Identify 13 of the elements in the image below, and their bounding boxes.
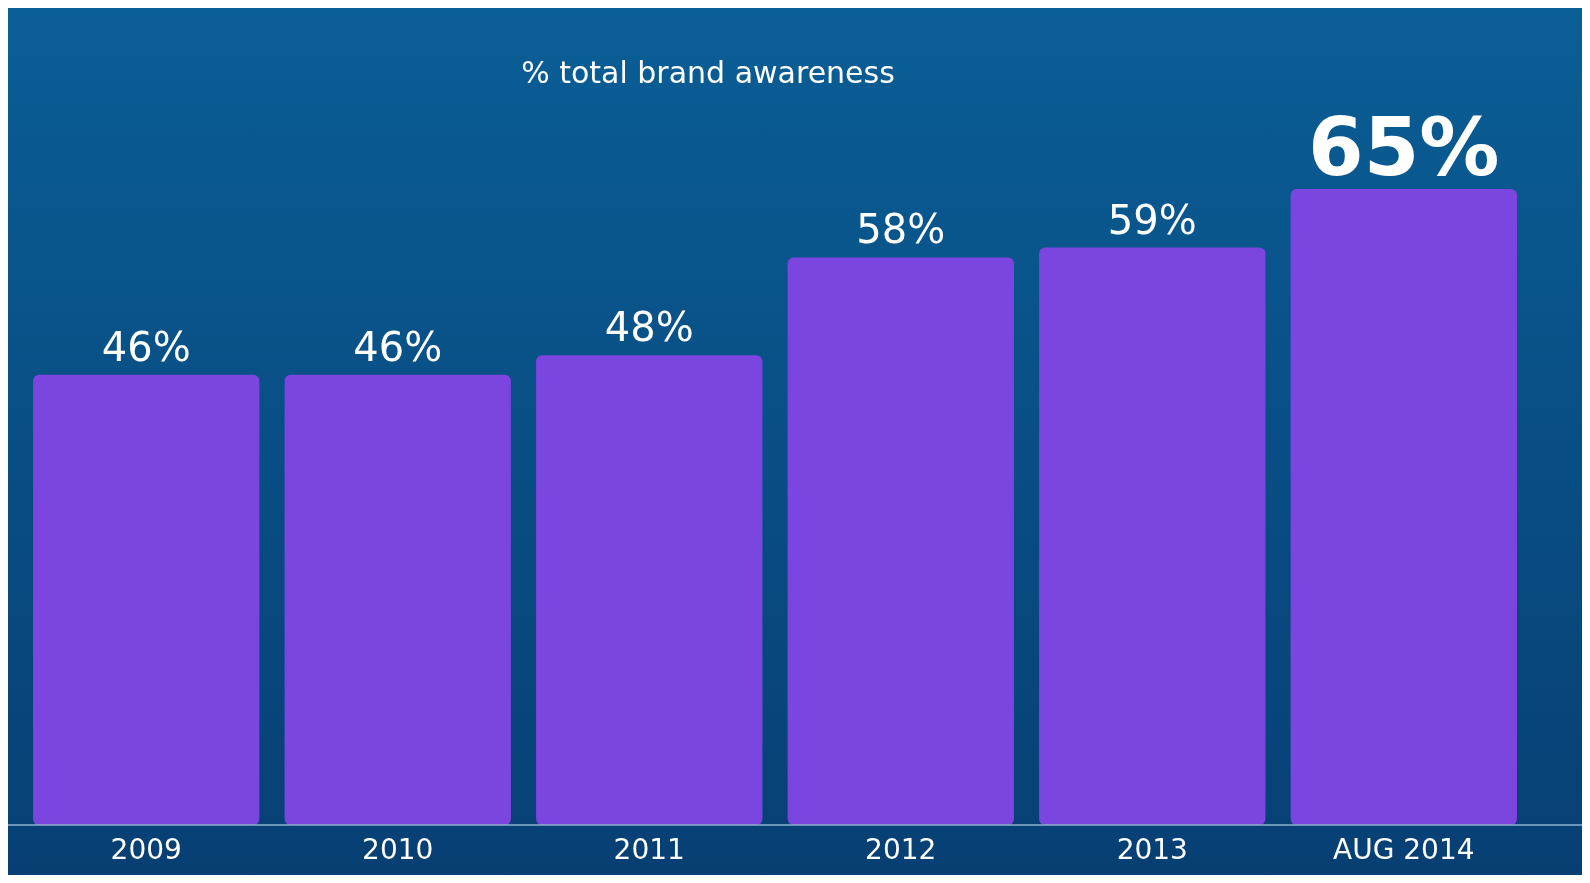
data-label: 46% [101, 323, 191, 370]
data-label: 65% [1308, 100, 1500, 194]
chart-title: % total brand awareness [521, 55, 895, 90]
x-tick-label: 2011 [613, 833, 685, 866]
x-tick-label: AUG 2014 [1333, 833, 1475, 866]
x-tick-label: 2010 [362, 833, 434, 866]
x-tick-label: 2009 [110, 833, 182, 866]
x-tick-label: 2012 [865, 833, 937, 866]
data-label: 59% [1107, 196, 1197, 243]
data-label: 48% [604, 304, 694, 351]
data-label: 58% [856, 206, 946, 253]
data-label: 46% [353, 323, 443, 370]
x-tick-label: 2013 [1116, 833, 1188, 866]
